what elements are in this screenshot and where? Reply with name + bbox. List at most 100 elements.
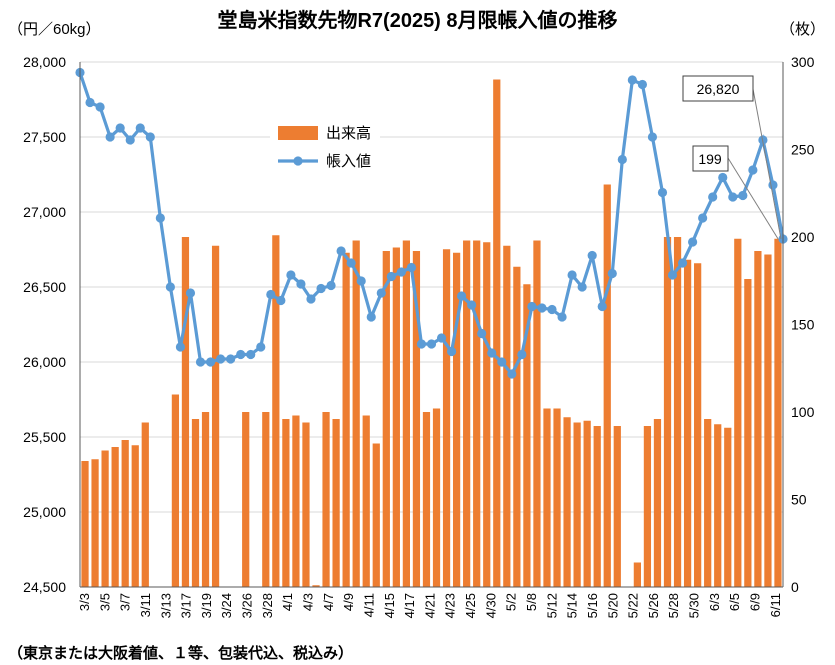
left-tick-label: 25,000 — [23, 504, 66, 520]
right-tick-label: 250 — [791, 142, 815, 158]
settle-point — [768, 180, 778, 190]
volume-bar — [201, 412, 210, 587]
x-tick-label: 6/5 — [727, 593, 742, 611]
axes — [79, 62, 784, 588]
volume-bar — [513, 266, 521, 587]
volume-bar — [171, 394, 180, 587]
settle-point — [517, 349, 527, 360]
settle-point — [477, 328, 487, 339]
volume-bar — [764, 254, 772, 587]
volume-bar — [543, 408, 551, 587]
right-tick-label: 150 — [791, 317, 815, 333]
volume-bar — [81, 461, 89, 587]
x-tick-label: 5/30 — [687, 593, 702, 618]
volume-bar — [191, 419, 200, 587]
x-tick-label: 3/13 — [158, 593, 173, 618]
settle-point — [336, 246, 346, 256]
settle-point — [446, 346, 457, 357]
settle-point — [256, 342, 266, 352]
x-tick-label: 4/7 — [321, 593, 336, 611]
legend-volume-swatch — [278, 126, 318, 140]
settle-point — [728, 192, 738, 202]
x-tick-label: 3/5 — [97, 593, 112, 611]
volume-bar — [392, 247, 400, 587]
settle-point — [677, 258, 688, 268]
settle-point — [617, 154, 627, 165]
settle-point — [236, 349, 246, 360]
volume-bar — [754, 251, 762, 587]
volume-bar — [653, 419, 662, 587]
volume-bar — [724, 427, 732, 587]
callout-settle-value: 26,820 — [697, 81, 740, 97]
settle-point — [266, 289, 276, 300]
volume-bar — [121, 440, 129, 587]
settle-point — [436, 333, 447, 343]
callout-settle-leader — [752, 88, 782, 240]
volume-bar — [432, 408, 441, 587]
settle-point — [627, 75, 637, 85]
volume-bar — [613, 426, 621, 587]
settle-point — [718, 172, 728, 183]
x-tick-label: 5/8 — [524, 593, 539, 611]
x-tick-label: 6/9 — [747, 593, 762, 611]
x-tick-label: 3/24 — [219, 593, 234, 618]
left-tick-label: 26,500 — [23, 279, 66, 295]
settle-point — [537, 303, 547, 313]
settle-point — [125, 135, 135, 145]
settle-point — [637, 79, 648, 90]
left-tick-label: 28,000 — [23, 54, 66, 70]
x-tick-label: 3/17 — [179, 593, 194, 618]
right-tick-label: 100 — [791, 404, 815, 420]
x-tick-label: 4/23 — [443, 593, 458, 618]
settle-point — [105, 132, 115, 142]
settle-point — [607, 268, 617, 279]
settle-point — [708, 192, 718, 202]
volume-bar — [272, 235, 280, 587]
volume-bar — [523, 284, 531, 587]
left-tick-label: 27,500 — [23, 129, 66, 145]
settle-point — [145, 132, 155, 142]
volume-bar — [322, 412, 330, 587]
right-tick-label: 200 — [791, 229, 815, 245]
x-tick-label: 5/20 — [605, 593, 620, 618]
x-tick-label: 4/11 — [361, 593, 376, 617]
settle-point — [296, 279, 306, 289]
volume-bar — [573, 422, 581, 587]
volume-bar — [442, 249, 451, 587]
settle-point — [135, 123, 145, 133]
volume-bar — [412, 251, 421, 587]
settle-point — [688, 237, 698, 247]
x-tick-label: 4/3 — [300, 593, 315, 611]
callouts: 26,820 199 — [682, 75, 782, 240]
settle-point — [346, 258, 356, 268]
x-tick-label: 3/26 — [240, 593, 255, 618]
volume-bar — [473, 240, 481, 587]
x-tick-label: 3/19 — [199, 593, 214, 618]
volume-bar — [282, 419, 290, 587]
settle-point — [497, 357, 507, 367]
volume-bar — [302, 422, 310, 587]
settle-point — [356, 276, 366, 286]
volume-bar — [463, 240, 471, 587]
settle-point — [487, 348, 497, 358]
right-axis-unit: （枚） — [780, 21, 826, 38]
settle-point — [467, 300, 477, 310]
volume-bar — [563, 417, 571, 587]
volume-bar — [342, 252, 350, 587]
settle-point — [738, 190, 748, 201]
settle-point — [226, 354, 236, 364]
volume-bar — [181, 237, 190, 587]
legend-settle-label: 帳入値 — [326, 153, 371, 170]
settle-point — [286, 270, 296, 280]
settle-point — [577, 282, 587, 292]
settle-point — [195, 357, 206, 367]
x-tick-label: 6/3 — [707, 593, 722, 611]
right-tick-label: 50 — [791, 492, 807, 508]
callout-volume-value: 199 — [698, 151, 722, 167]
volume-bar — [663, 237, 672, 587]
volume-bar — [483, 242, 491, 587]
volume-bar — [744, 279, 752, 587]
footnote: （東京または大阪着値、１等、包装代込、税込み） — [8, 645, 354, 662]
volume-bar — [312, 585, 320, 587]
